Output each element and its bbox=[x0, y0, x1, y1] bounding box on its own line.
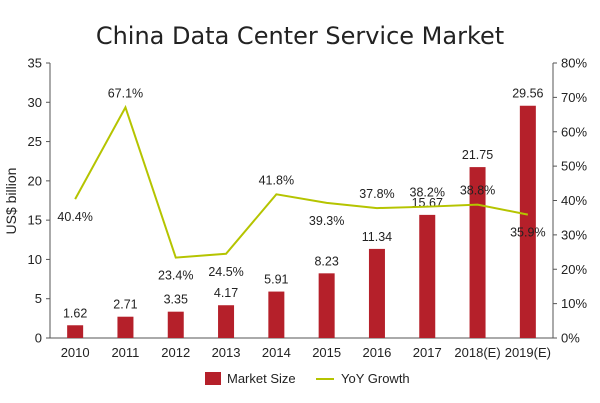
bar-data-label: 8.23 bbox=[314, 254, 338, 268]
growth-data-label: 37.8% bbox=[359, 187, 394, 201]
bar-data-label: 2.71 bbox=[113, 298, 137, 312]
bar bbox=[268, 291, 285, 338]
y-left-tick-label: 30 bbox=[28, 95, 42, 110]
growth-data-label: 41.8% bbox=[259, 173, 294, 187]
legend: Market Size YoY Growth bbox=[205, 371, 410, 386]
bar-data-label: 29.56 bbox=[512, 87, 543, 101]
x-tick-label: 2011 bbox=[111, 345, 139, 360]
growth-data-label: 35.9% bbox=[510, 226, 545, 240]
x-tick-label: 2018(E) bbox=[454, 345, 500, 360]
bar bbox=[117, 316, 134, 338]
y-right-tick-label: 0% bbox=[561, 331, 580, 346]
y-right-tick-label: 20% bbox=[561, 262, 587, 277]
bar bbox=[469, 167, 486, 338]
plot-area: 0 5 10 15 20 25 30 35 0% 10% 20% 30% 40% 50% 60% 70% 80%… bbox=[28, 56, 588, 361]
bar-data-label: 3.35 bbox=[164, 293, 188, 307]
y-left-tick-label: 5 bbox=[35, 291, 42, 306]
growth-data-label: 40.4% bbox=[57, 210, 92, 224]
y-left-tick-label: 10 bbox=[28, 252, 42, 267]
growth-data-label: 39.3% bbox=[309, 214, 344, 228]
x-tick-label: 2013 bbox=[212, 345, 241, 360]
y-right-tick-label: 30% bbox=[561, 227, 587, 242]
bar-data-label: 1.62 bbox=[63, 306, 87, 320]
bar bbox=[218, 305, 235, 338]
growth-data-label: 38.8% bbox=[460, 184, 495, 198]
y-right-tick-label: 40% bbox=[561, 193, 587, 208]
x-tick-label: 2017 bbox=[413, 345, 442, 360]
legend-bar-label: Market Size bbox=[227, 371, 296, 386]
growth-data-label: 23.4% bbox=[158, 269, 193, 283]
bar bbox=[419, 214, 436, 338]
y-right-tick-label: 60% bbox=[561, 124, 587, 139]
x-tick-label: 2012 bbox=[161, 345, 190, 360]
y-right-tick-label: 80% bbox=[561, 56, 587, 71]
x-tick-label: 2010 bbox=[61, 345, 90, 360]
bar bbox=[368, 248, 385, 338]
growth-data-label: 38.2% bbox=[410, 186, 445, 200]
growth-data-label: 67.1% bbox=[108, 86, 143, 100]
growth-line bbox=[74, 104, 529, 259]
y-right-tick-label: 70% bbox=[561, 90, 587, 105]
legend-line-label: YoY Growth bbox=[341, 371, 410, 386]
x-tick-label: 2014 bbox=[262, 345, 291, 360]
bar-data-label: 4.17 bbox=[214, 286, 238, 300]
bar-data-label: 11.34 bbox=[362, 230, 392, 244]
x-tick-label: 2015 bbox=[312, 345, 341, 360]
bar bbox=[67, 325, 84, 338]
bar bbox=[519, 105, 536, 338]
bar bbox=[318, 273, 335, 338]
x-tick-label: 2019(E) bbox=[505, 345, 551, 360]
y-left-tick-label: 20 bbox=[28, 173, 42, 188]
chart-title: China Data Center Service Market bbox=[96, 22, 504, 50]
y-left-tick-label: 15 bbox=[28, 213, 42, 228]
y-right-tick-label: 50% bbox=[561, 159, 587, 174]
bar bbox=[167, 311, 184, 338]
y-right-tick-label: 10% bbox=[561, 296, 587, 311]
y-left-tick-label: 25 bbox=[28, 134, 42, 149]
x-tick-label: 2016 bbox=[362, 345, 391, 360]
y-axis-title: US$ billion bbox=[3, 168, 19, 235]
y-left-tick-label: 35 bbox=[28, 56, 42, 71]
growth-data-label: 24.5% bbox=[208, 265, 243, 279]
bar-data-label: 5.91 bbox=[264, 273, 288, 287]
bar-data-label: 21.75 bbox=[462, 148, 493, 162]
legend-bar-swatch bbox=[205, 372, 221, 385]
y-left-tick-label: 0 bbox=[35, 331, 42, 346]
